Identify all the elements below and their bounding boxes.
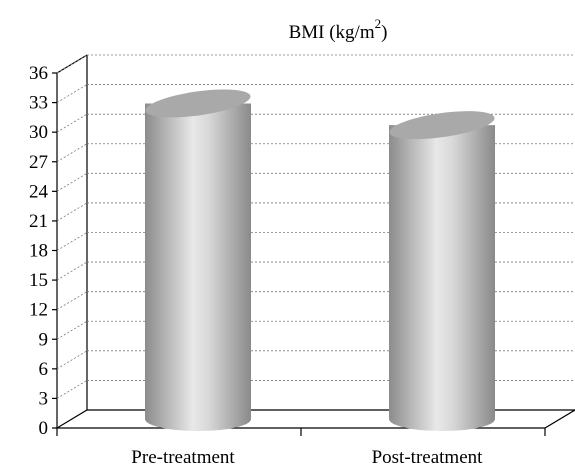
gridline-side — [56, 54, 88, 74]
y-tick-label: 24 — [29, 181, 49, 202]
gridline-side — [56, 261, 88, 281]
floor — [54, 409, 575, 429]
bar-body — [145, 103, 251, 431]
gridline-side — [56, 84, 88, 103]
gridline-side — [56, 350, 88, 370]
title-superscript: 2 — [375, 16, 382, 31]
y-tick-label: 0 — [39, 418, 49, 439]
gridline-side — [56, 232, 88, 251]
bar-pre-treatment — [145, 89, 251, 431]
gridline-side — [56, 172, 88, 192]
title-suffix: ) — [381, 22, 387, 43]
y-tick-label: 3 — [39, 388, 49, 409]
gridline-side — [56, 202, 88, 222]
y-tick-label: 18 — [29, 241, 48, 262]
y-tick-label: 12 — [29, 300, 48, 321]
y-tick-label: 21 — [29, 211, 48, 232]
bar-top — [145, 89, 251, 118]
gridline-side — [56, 143, 88, 163]
y-tick-label: 27 — [29, 152, 48, 173]
y-tick-label: 36 — [29, 63, 48, 84]
y-tick-label: 33 — [29, 93, 48, 114]
x-tick-label: Post-treatment — [372, 447, 484, 468]
gridlines — [56, 54, 575, 399]
gridline-side — [56, 380, 88, 399]
bar-post-treatment — [389, 111, 495, 431]
bar-top — [389, 111, 495, 140]
gridline-side — [56, 291, 88, 311]
y-tick-label: 15 — [29, 270, 48, 291]
y-tick-label: 9 — [39, 329, 49, 350]
y-tick-label: 6 — [39, 359, 49, 380]
y-tick-label: 30 — [29, 122, 48, 143]
x-axis: Pre-treatment Post-treatment — [56, 428, 546, 468]
title-prefix: BMI (kg/m — [289, 22, 375, 43]
chart-title: BMI (kg/m2) — [289, 16, 388, 43]
x-tick-label: Pre-treatment — [131, 447, 235, 468]
plot-frame — [54, 54, 575, 429]
gridline-side — [56, 113, 88, 133]
bars — [145, 89, 495, 431]
gridline-side — [56, 320, 88, 340]
bar-body — [389, 125, 495, 431]
